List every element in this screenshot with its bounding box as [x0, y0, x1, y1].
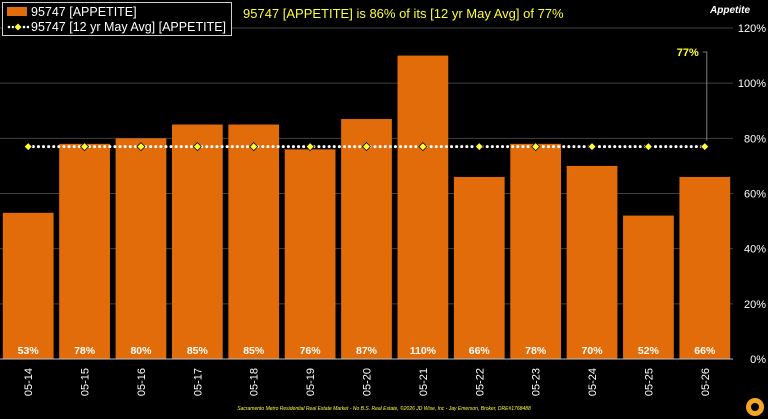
x-tick-label: 05-16 — [136, 368, 148, 396]
avg-marker — [136, 142, 146, 152]
bar-value-label: 87% — [356, 345, 378, 357]
avg-marker — [192, 142, 202, 152]
bar — [623, 215, 674, 359]
y-tick-label: 120% — [738, 23, 766, 35]
chart-headline: 95747 [APPETITE] is 86% of its [12 yr Ma… — [243, 6, 564, 21]
avg-marker — [643, 142, 653, 152]
legend-line-label: 95747 [12 yr May Avg] [APPETITE] — [31, 19, 227, 34]
x-tick-label: 05-25 — [643, 368, 655, 396]
x-tick-label: 05-14 — [23, 368, 35, 396]
y-tick-label: 20% — [744, 299, 766, 311]
bar-value-label: 66% — [469, 345, 491, 357]
bar-value-label: 70% — [582, 345, 604, 357]
x-tick-label: 05-24 — [587, 368, 599, 396]
avg-marker — [361, 142, 372, 152]
avg-marker — [700, 142, 710, 152]
annotation-leader — [702, 51, 708, 141]
axes: 0% 20% 40% 60% 80% 100% 120% 05-14 05-15 05-16 05-… — [0, 23, 766, 396]
avg-marker — [418, 142, 428, 152]
bar-series — [2, 55, 731, 360]
x-tick-label: 05-22 — [474, 368, 486, 396]
logo-icon — [746, 398, 764, 416]
x-tick-label: 05-21 — [418, 368, 430, 396]
bar-value-label: 80% — [130, 345, 152, 357]
legend: 95747 [APPETITE] 95747 [12 yr May Avg] [… — [2, 2, 232, 36]
annotation-label: 77% — [677, 47, 699, 59]
bar — [679, 176, 731, 359]
bar-value-label: 85% — [187, 345, 209, 357]
x-tick-label: 05-26 — [700, 368, 712, 396]
x-tick-label: 05-23 — [531, 368, 543, 396]
bar — [2, 212, 54, 359]
bar-value-label: 85% — [243, 345, 265, 357]
avg-marker — [587, 142, 597, 152]
bar — [115, 138, 167, 359]
bar — [566, 165, 618, 359]
y-tick-label: 100% — [738, 78, 766, 90]
avg-marker — [249, 142, 259, 152]
bar — [228, 124, 280, 360]
bar — [341, 119, 392, 360]
bar — [284, 149, 336, 359]
legend-item-line: 95747 [12 yr May Avg] [APPETITE] — [7, 19, 226, 34]
bar — [453, 176, 505, 359]
corner-title: Appetite — [710, 5, 750, 16]
avg-marker — [531, 142, 541, 152]
legend-item-bar: 95747 [APPETITE] — [7, 4, 137, 19]
x-tick-label: 05-20 — [362, 368, 374, 396]
bar-value-label: 53% — [18, 345, 40, 357]
bar — [59, 143, 110, 359]
avg-marker — [80, 142, 90, 152]
y-tick-label: 80% — [744, 133, 766, 145]
x-tick-label: 05-19 — [305, 368, 317, 396]
x-tick-label: 05-18 — [249, 368, 261, 396]
y-tick-label: 40% — [744, 244, 766, 256]
legend-bar-label: 95747 [APPETITE] — [31, 4, 137, 19]
y-tick-label: 60% — [744, 189, 766, 201]
footer-credit: Sacramento Metro Residential Real Estate… — [237, 406, 531, 412]
x-tick-label: 05-15 — [80, 368, 92, 396]
avg-marker — [23, 142, 33, 152]
data-labels: 53% 78% 80% 85% 85% 76% 87% 110% 66% 78% 70% 52% 66%… — [18, 47, 716, 357]
x-tick-label: 05-17 — [192, 368, 204, 396]
bar-value-label: 66% — [694, 345, 716, 357]
avg-marker — [474, 142, 484, 152]
legend-bar-swatch — [7, 7, 27, 16]
bar-value-label: 110% — [410, 345, 437, 357]
bar — [171, 124, 223, 360]
bar — [510, 143, 562, 359]
bar-value-label: 78% — [74, 345, 96, 357]
bar — [397, 55, 449, 359]
avg-marker — [305, 142, 315, 152]
bar-value-label: 78% — [525, 345, 547, 357]
y-tick-label: 0% — [750, 354, 766, 366]
bar-value-label: 52% — [638, 345, 660, 357]
legend-line-swatch — [7, 21, 29, 32]
bar-value-label: 76% — [300, 345, 322, 357]
avg-line-series — [23, 142, 710, 152]
